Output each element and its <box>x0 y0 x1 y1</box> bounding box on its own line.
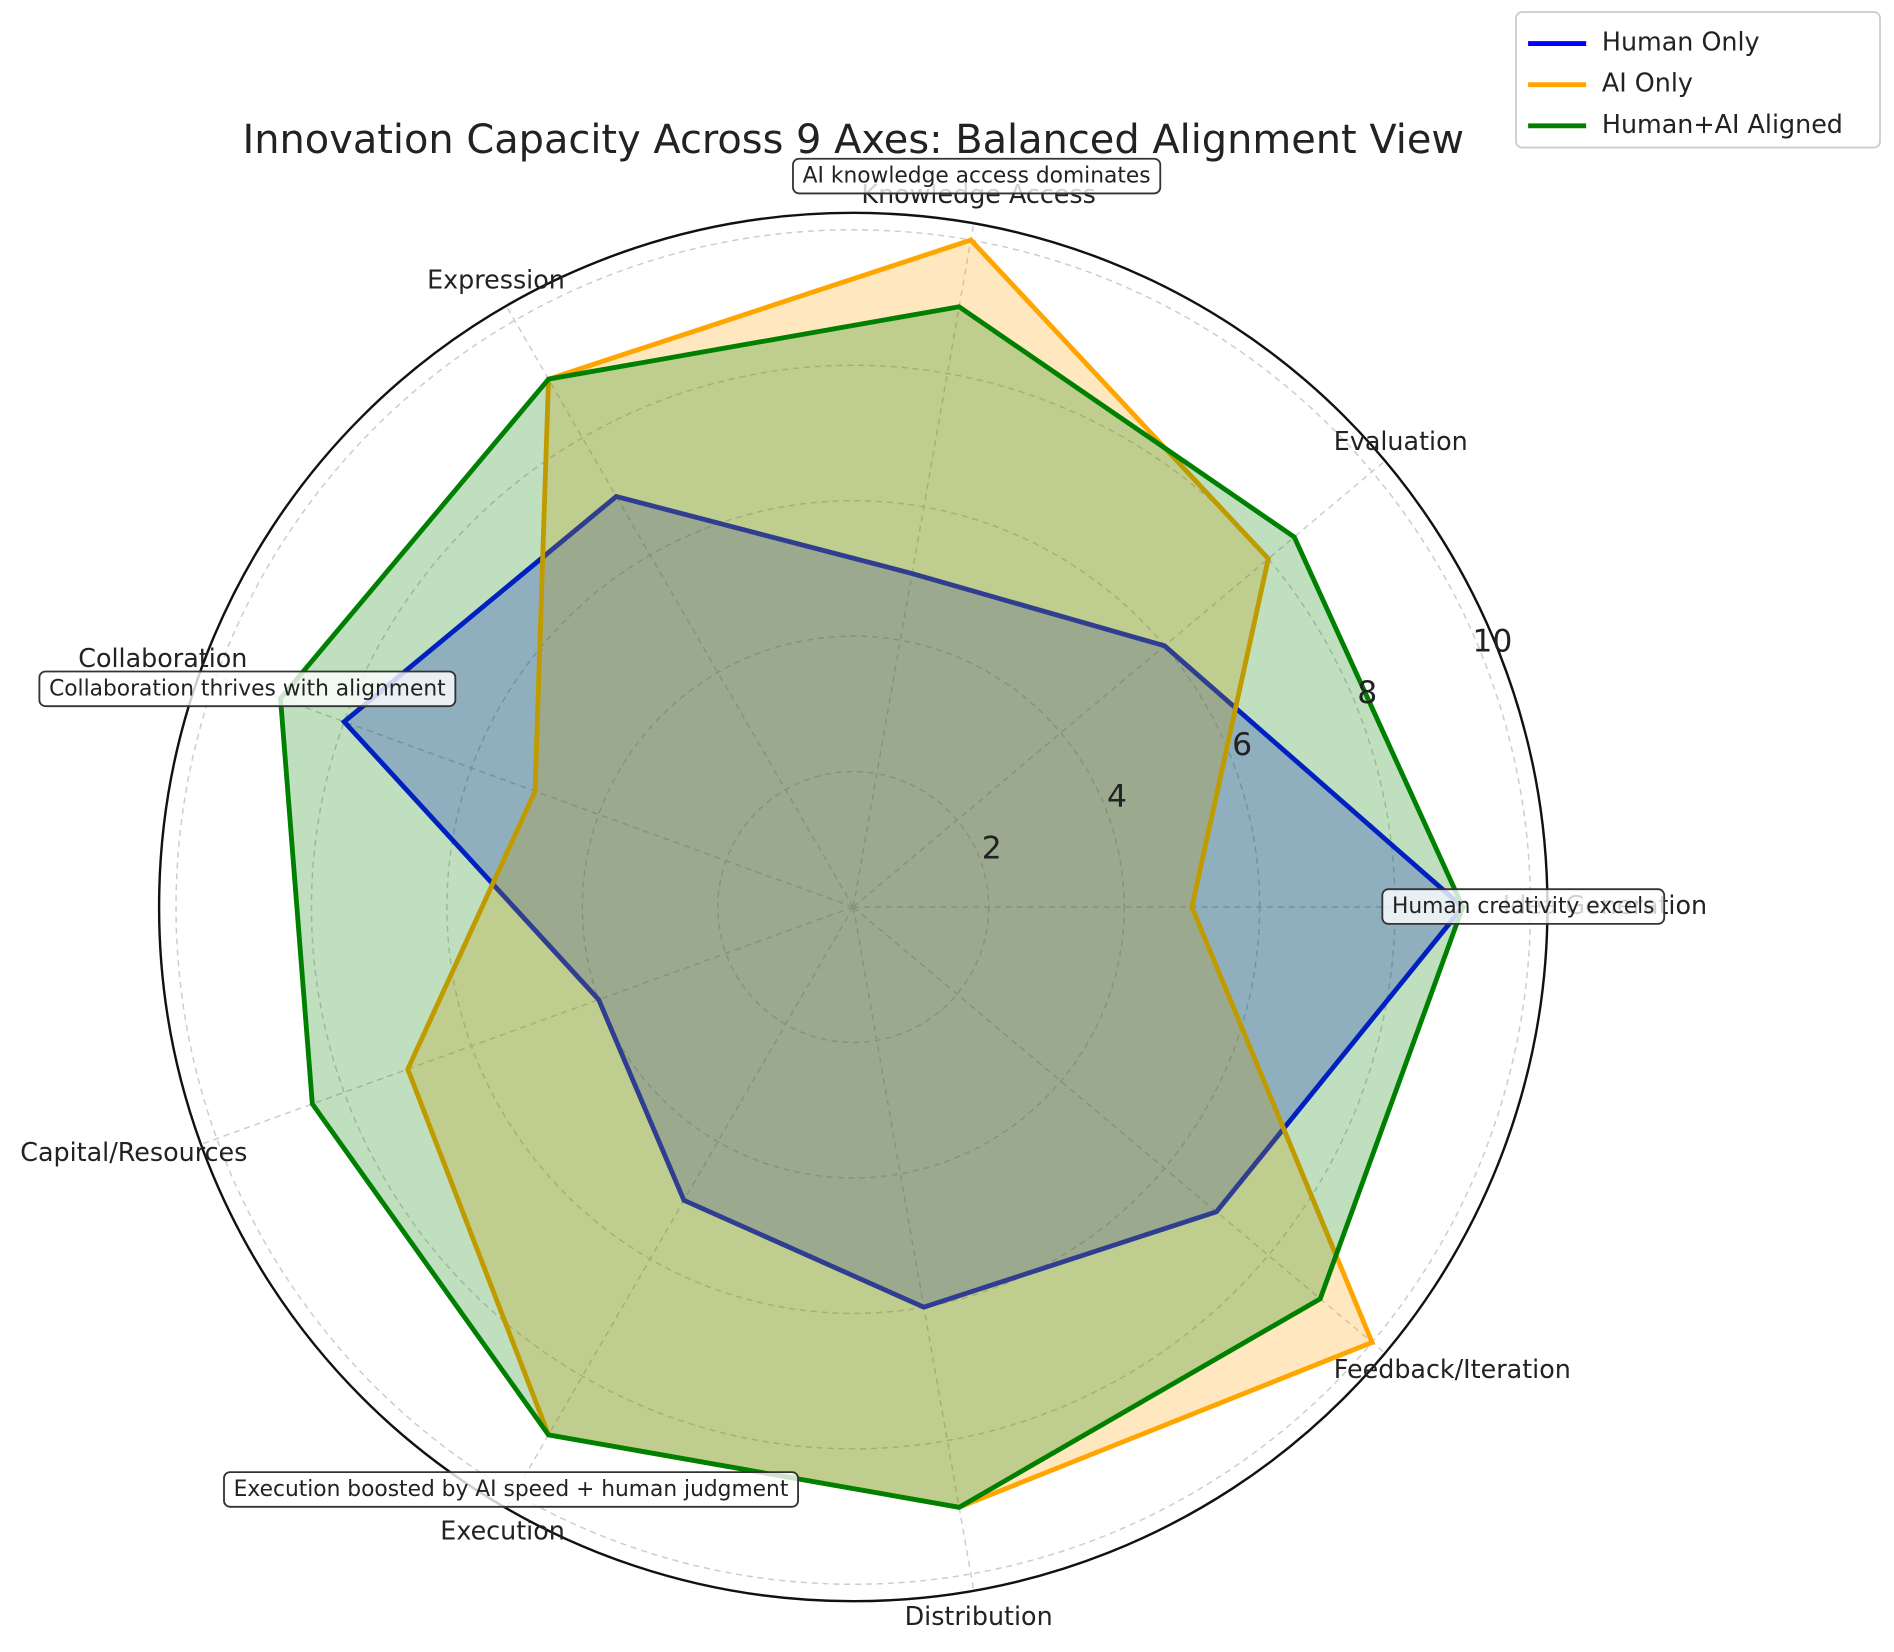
legend-label: Human Only <box>1602 27 1760 57</box>
annotation: Human creativity excels <box>1381 888 1666 925</box>
r-tick-label: 6 <box>1232 727 1252 763</box>
axis-label: Feedback/Iteration <box>1334 1354 1571 1384</box>
annotation-text: Human creativity excels <box>1392 894 1655 919</box>
grid-spoke <box>852 460 1386 908</box>
grid-ring <box>581 635 1125 1179</box>
axis-label: Distribution <box>905 1601 1053 1631</box>
grid-spoke <box>505 906 854 1509</box>
r-tick-label: 2 <box>982 831 1002 867</box>
axis-label: Evaluation <box>1334 426 1468 456</box>
legend-box <box>1515 11 1881 149</box>
grid-spoke <box>505 305 854 908</box>
legend-label: Human+AI Aligned <box>1602 109 1843 139</box>
series-area <box>407 240 1373 1508</box>
annotation-text: AI knowledge access dominates <box>803 164 1151 189</box>
annotation-box <box>1381 888 1666 925</box>
annotation: Collaboration thrives with alignment <box>38 670 457 708</box>
series-line <box>340 493 1467 1310</box>
annotation-box <box>223 1471 799 1508</box>
grid-spoke <box>852 906 975 1591</box>
axis-label: Collaboration <box>78 643 247 673</box>
axis-label: Expression <box>427 265 565 295</box>
r-tick-label: 8 <box>1357 675 1377 711</box>
grid-spoke <box>200 668 854 908</box>
axis-label: Execution <box>440 1515 565 1545</box>
annotation: Execution boosted by AI speed + human ju… <box>223 1471 799 1508</box>
r-tick-label: 10 <box>1472 623 1512 659</box>
annotation-box <box>792 157 1162 195</box>
annotation: AI knowledge access dominates <box>792 157 1162 195</box>
axis-label: Capital/Resources <box>20 1137 247 1167</box>
legend: Human Only AI Only Human+AI Aligned <box>1515 11 1881 149</box>
annotation-text: Collaboration thrives with alignment <box>49 676 446 701</box>
chart-title: Innovation Capacity Across 9 Axes: Balan… <box>242 117 1464 163</box>
series-area <box>344 496 1463 1308</box>
series-area <box>280 306 1463 1508</box>
annotation-box <box>38 670 457 708</box>
series-line <box>278 304 1466 1510</box>
grid-spoke <box>852 223 975 908</box>
legend-label: AI Only <box>1602 68 1693 98</box>
series-line <box>405 237 1376 1510</box>
grid-spoke <box>200 906 854 1146</box>
annotation-text: Execution boosted by AI speed + human ju… <box>234 1477 789 1502</box>
grid-spoke <box>852 906 1386 1354</box>
r-tick-label: 4 <box>1107 779 1127 815</box>
